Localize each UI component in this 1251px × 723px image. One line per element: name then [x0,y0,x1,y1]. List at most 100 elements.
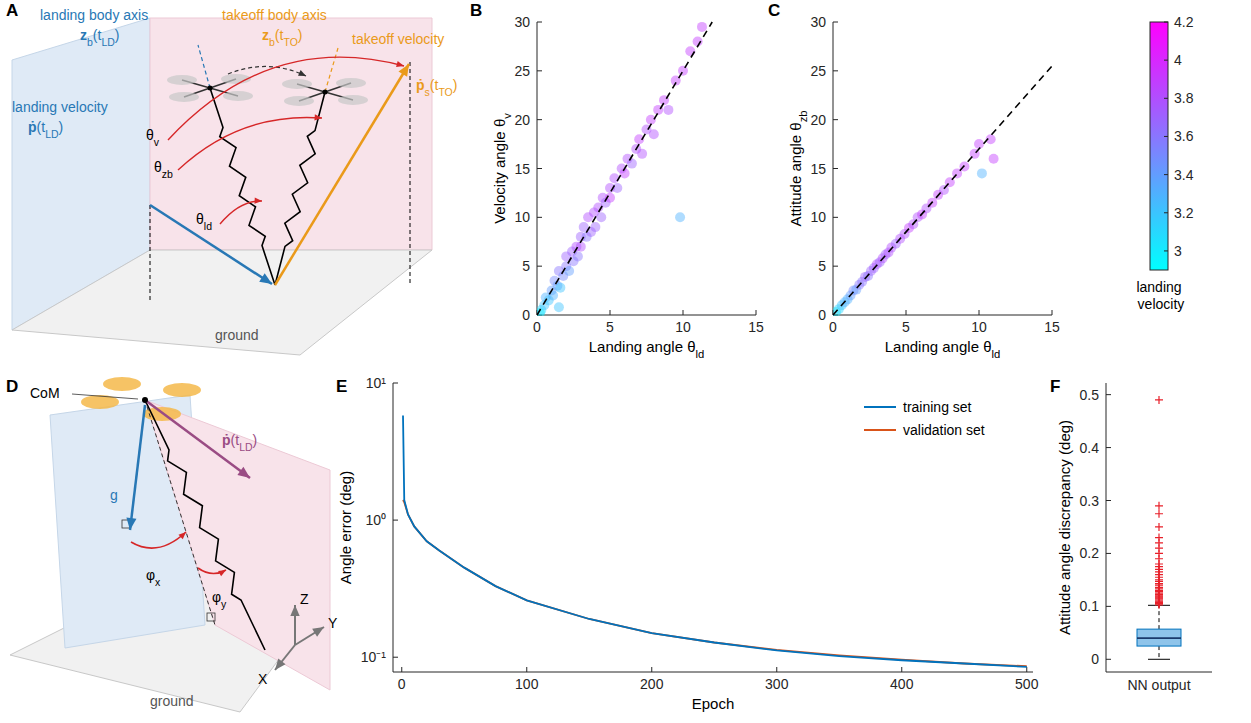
y-tick [1106,553,1111,554]
motion-path [228,66,306,76]
text-part: x [155,576,161,588]
median [1137,637,1181,639]
x-tick-label: 500 [1015,676,1039,692]
x-axis-line [393,672,1033,673]
whisker-cap [1148,659,1170,660]
y-tick-label: 20 [810,112,826,128]
y-tick-label: 25 [810,63,826,79]
text-part: 0 [1091,651,1099,667]
axis-y [295,627,324,645]
text-part: ground [215,327,259,343]
diagram-label: θv [146,127,160,148]
propeller [223,91,253,101]
x-axis-title: Landing angle θld [589,338,705,360]
text-part: 3.2 [1174,205,1194,221]
text-part: 15 [748,319,764,335]
x-tick-label: 0 [398,676,406,692]
scatter-point [649,129,659,139]
y-tick [537,119,542,120]
propeller [167,75,197,85]
diagram-label: θld [196,211,212,232]
propeller [284,96,314,106]
x-tick [683,310,684,315]
text-part: discrepancy [1056,459,1073,544]
y-tick [1106,500,1111,501]
x-tick-label: 5 [606,319,614,335]
text-part: 0 [398,676,406,692]
outlier [1155,510,1163,518]
text-part: ṗ [28,119,37,135]
text-part: 3.6 [1174,128,1194,144]
y-tick [833,217,838,218]
colorbar-title: landing velocity [1134,279,1185,312]
text-part: ld [204,220,212,232]
colorbar-tick-label: 3.6 [1174,128,1194,144]
panel-letter: A [6,1,18,20]
scatter-point [554,302,564,312]
outlier [1155,396,1163,404]
arrow-head [298,70,306,76]
text-part: 15 [1044,319,1060,335]
text-part: ) [253,432,258,448]
propeller [103,377,141,391]
text-part: 3.8 [1174,90,1194,106]
arrow-head [254,198,262,204]
y-axis-line [1106,383,1107,672]
scatter-point [627,159,637,169]
takeoff-plane [150,18,432,250]
colorbar-tick-label: 4 [1174,52,1182,68]
x-tick-label: 0 [829,319,837,335]
text-part: TO [283,36,297,48]
y-tick [833,22,838,23]
text-part: velocity [57,99,108,115]
x-axis-line [833,315,1052,316]
text-part: 10 [971,319,987,335]
y-tick-label: 0 [1091,651,1099,667]
text-part: θ [196,211,204,227]
landing-body-axis [198,45,210,88]
propeller [336,78,366,88]
diagram-label: X [258,671,268,687]
text-part: 0.1 [1080,598,1100,614]
text-part: v [501,113,513,119]
text-part: velocity [1134,296,1185,312]
text-part: 15 [514,161,530,177]
text-part: ) [59,119,64,135]
text-part: Epoch [692,695,735,712]
y-tick-label: 0 [522,307,530,323]
arrow-head [218,570,226,576]
colorbar-tick-label: 3.8 [1174,90,1194,106]
colorbar-tick [1164,250,1168,251]
drone-body [323,90,328,95]
y-tick [537,217,542,218]
leader-line [72,394,138,399]
text-part: B [470,1,482,20]
y-tick-label: 30 [514,14,530,30]
colorbar-tick [1164,174,1168,175]
text-part: 10⁻¹ [361,649,387,665]
text-part: θ [146,127,154,143]
legend-label: validation set [903,422,985,438]
y-tick [1106,447,1111,448]
text-part: CoM [30,385,60,401]
diagram-label: zb(tLD) [80,27,120,48]
y-tick [537,266,542,267]
y-tick-label: 5 [522,258,530,274]
text-part: Landing [885,338,938,355]
y-tick [833,70,838,71]
plot-area [1137,396,1181,659]
text-part: v [154,136,160,148]
y-tick-label: 25 [514,63,530,79]
plot-area [403,415,1027,666]
text-part: 10⁰ [365,512,386,528]
diagram-label: Y [328,615,338,631]
text-part: 0 [818,307,826,323]
arrow-head [312,627,324,637]
y-tick-label: 0.4 [1080,440,1100,456]
text-part: landing [12,99,57,115]
y-tick-label: 0.5 [1080,387,1100,403]
plot-area [537,22,712,316]
scatter-point [697,22,707,32]
arrow-head [314,114,322,120]
scatter-point [564,266,574,276]
